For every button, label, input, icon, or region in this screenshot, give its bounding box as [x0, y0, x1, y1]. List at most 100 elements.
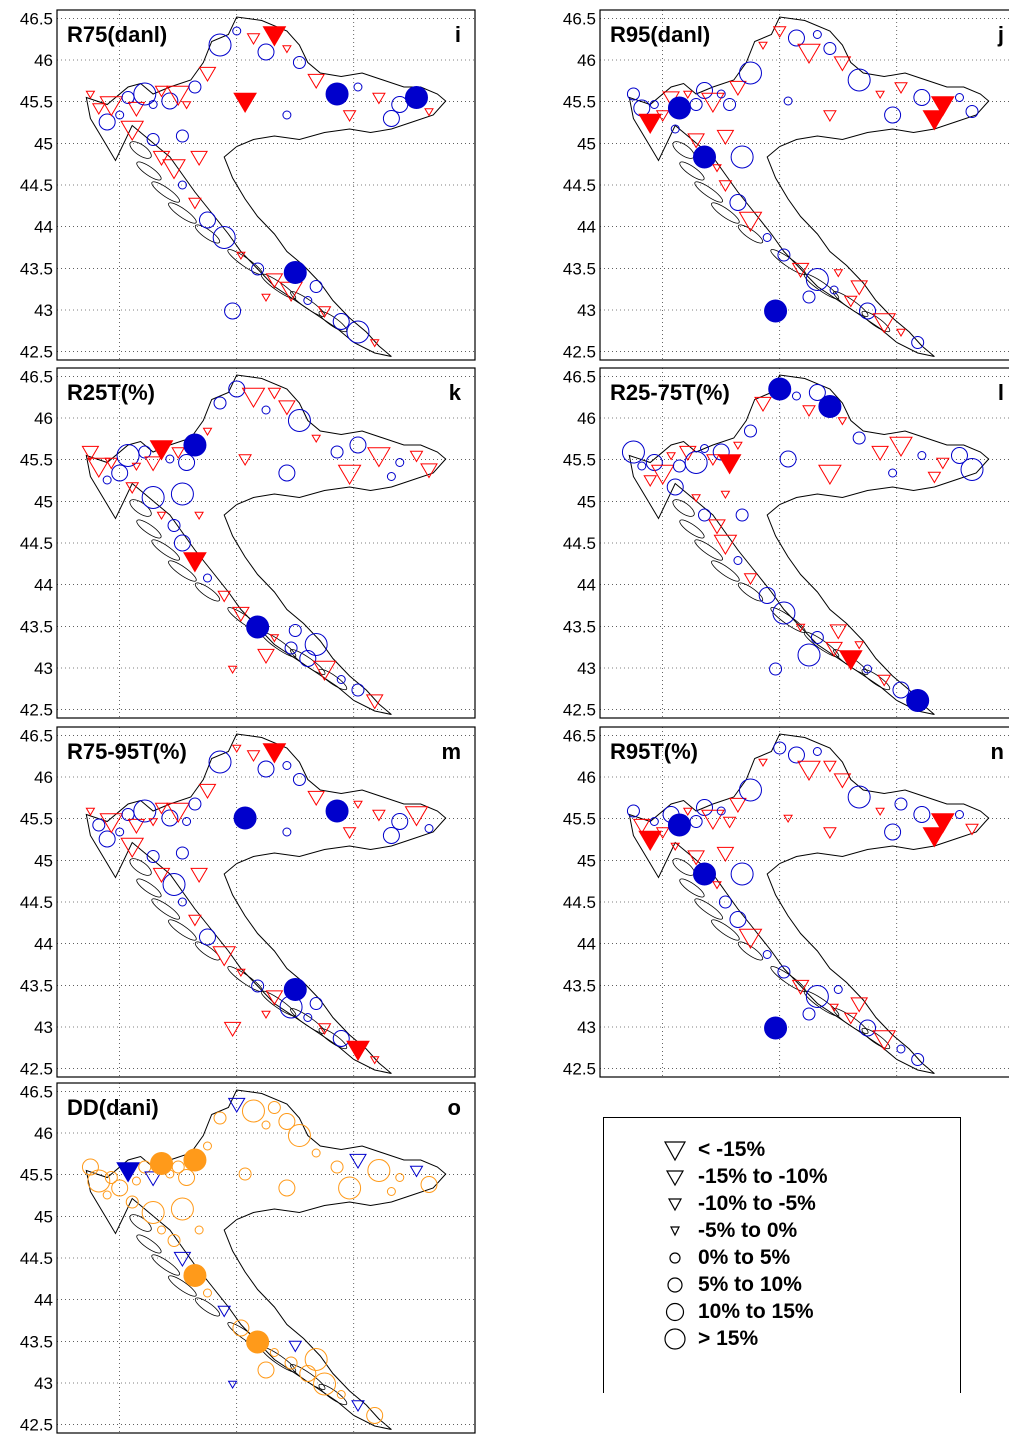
station-marker	[833, 985, 843, 994]
island	[151, 1254, 180, 1276]
country-outline	[628, 374, 990, 715]
y-tick-label: 45	[577, 134, 596, 153]
station-marker	[353, 82, 363, 92]
y-tick-label: 46	[577, 409, 596, 428]
station-marker	[655, 110, 670, 122]
station-marker	[232, 606, 250, 622]
station-marker	[171, 1160, 185, 1174]
map-panel: 46.5 46 45.5 45 44.5 44 43.5 43 42.5 R25T(%) k	[20, 367, 476, 720]
station-marker	[738, 61, 762, 85]
island	[679, 161, 705, 181]
station-marker	[812, 30, 822, 39]
station-marker	[823, 42, 837, 55]
station-marker	[833, 269, 844, 278]
y-tick-label: 46.5	[563, 367, 596, 386]
station-marker	[156, 511, 167, 520]
y-tick-label: 44.5	[563, 176, 596, 195]
island	[168, 919, 197, 941]
station-marker	[111, 464, 129, 482]
station-marker	[847, 785, 871, 809]
station-marker	[783, 814, 793, 823]
panel-title: R75(danl)	[67, 22, 167, 47]
station-marker	[808, 384, 826, 401]
station-marker	[165, 454, 175, 464]
island	[318, 1027, 348, 1050]
island	[136, 161, 162, 181]
station-marker	[896, 1044, 906, 1054]
station-marker	[716, 89, 726, 99]
station-marker	[723, 98, 737, 111]
legend-item: 0% to 5%	[660, 1244, 790, 1271]
map-panel: 46.5 46 45.5 45 44.5 44 43.5 43 42.5 R95(danl) j	[563, 9, 1009, 362]
station-marker	[131, 1176, 141, 1186]
station-marker	[791, 979, 810, 995]
station-marker	[278, 1113, 296, 1130]
station-marker	[181, 101, 192, 110]
panel-title: R25-75T(%)	[610, 380, 730, 405]
legend-item: > 15%	[660, 1325, 758, 1352]
station-marker	[261, 405, 271, 415]
station-marker	[818, 464, 842, 485]
panel-letter: o	[448, 1095, 461, 1120]
legend-item: 5% to 10%	[660, 1271, 802, 1298]
panel-title: R95T(%)	[610, 739, 698, 764]
y-tick-label: 43.5	[20, 1332, 53, 1351]
station-marker	[282, 827, 292, 837]
station-marker	[120, 837, 145, 858]
y-tick-label: 46.5	[563, 9, 596, 28]
station-marker	[922, 827, 947, 848]
island	[861, 310, 891, 333]
station-marker	[708, 519, 726, 535]
station-marker	[349, 436, 367, 454]
station-marker	[177, 180, 187, 190]
station-marker	[351, 683, 365, 697]
station-marker	[213, 1111, 227, 1125]
station-marker	[283, 261, 307, 284]
station-marker	[682, 807, 693, 816]
station-marker	[829, 624, 848, 640]
station-marker	[336, 1390, 346, 1399]
station-marker	[182, 817, 192, 826]
station-marker	[183, 552, 207, 573]
station-marker	[170, 1197, 194, 1221]
station-marker	[170, 482, 194, 506]
island	[194, 582, 221, 602]
station-marker	[787, 29, 805, 47]
station-marker	[843, 1012, 858, 1025]
island	[168, 202, 197, 224]
panel-letter: i	[455, 22, 461, 47]
y-tick-label: 44.5	[20, 534, 53, 553]
station-marker	[906, 689, 930, 712]
station-marker	[872, 1030, 897, 1051]
y-tick-label: 46	[34, 1124, 53, 1143]
station-marker	[922, 110, 947, 131]
station-marker	[738, 211, 763, 232]
station-marker	[233, 806, 257, 830]
y-tick-label: 45	[34, 1207, 53, 1226]
legend-label: 5% to 10%	[698, 1272, 802, 1296]
station-marker	[299, 650, 317, 667]
station-marker	[309, 997, 323, 1010]
station-marker	[303, 296, 313, 305]
station-marker	[712, 881, 722, 890]
station-marker	[382, 110, 400, 127]
island	[861, 1027, 891, 1050]
station-marker	[148, 818, 158, 827]
station-marker	[894, 82, 908, 94]
island	[694, 898, 723, 920]
station-marker	[720, 490, 731, 499]
station-marker	[149, 440, 174, 461]
station-marker	[251, 979, 265, 993]
station-marker	[802, 1007, 816, 1021]
station-marker	[257, 43, 275, 61]
station-marker	[278, 400, 296, 416]
station-marker	[859, 1019, 877, 1037]
station-marker	[292, 773, 306, 786]
station-marker	[823, 827, 837, 839]
y-tick-label: 45.5	[20, 1166, 53, 1185]
island	[672, 499, 695, 517]
y-tick-label: 44.5	[20, 893, 53, 912]
station-marker	[144, 1171, 162, 1187]
station-marker	[81, 1158, 99, 1176]
station-marker	[666, 478, 684, 496]
